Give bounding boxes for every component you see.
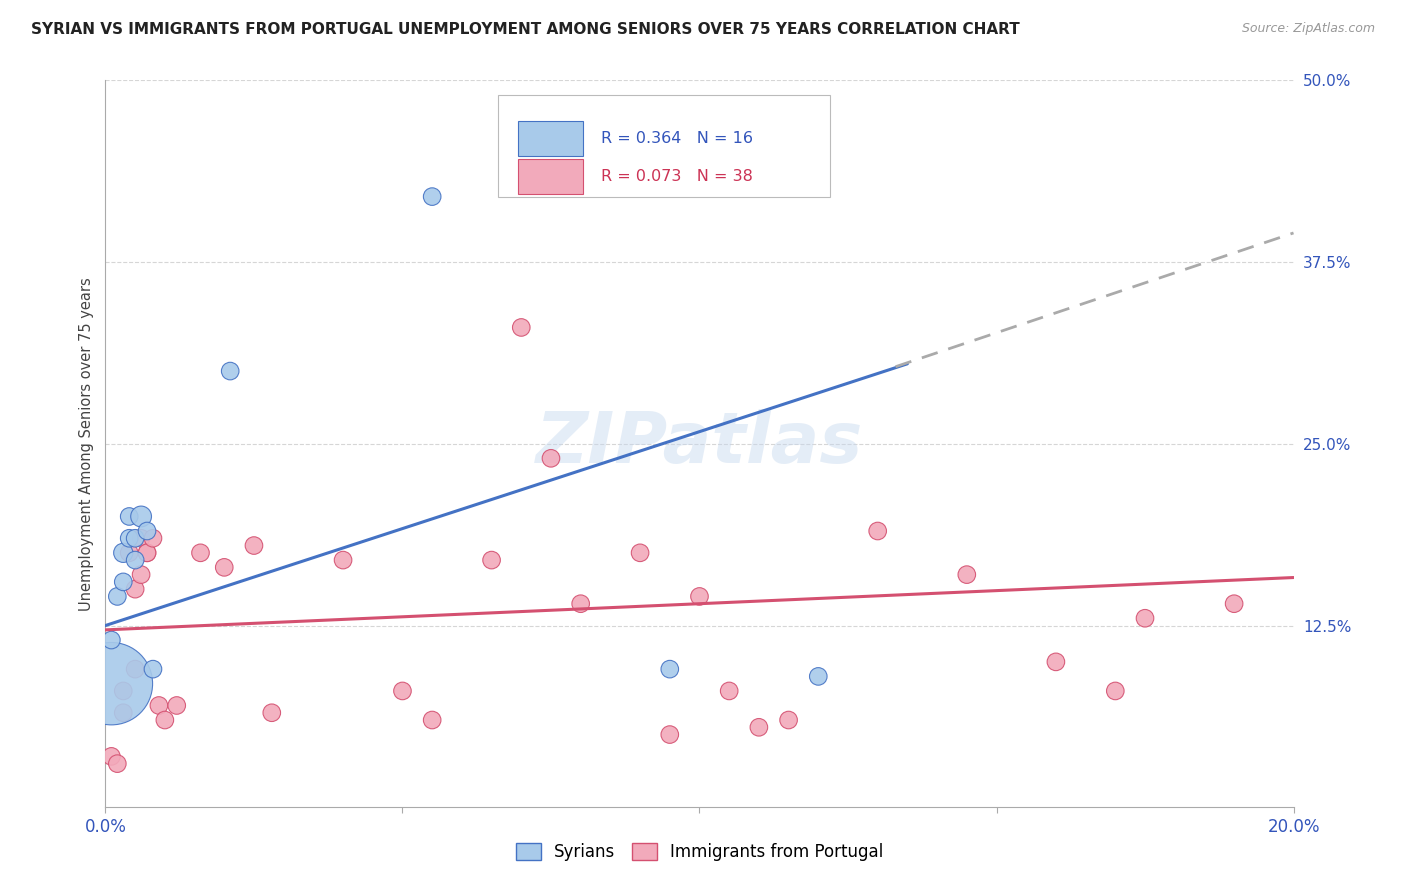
Text: SYRIAN VS IMMIGRANTS FROM PORTUGAL UNEMPLOYMENT AMONG SENIORS OVER 75 YEARS CORR: SYRIAN VS IMMIGRANTS FROM PORTUGAL UNEMP… (31, 22, 1019, 37)
Point (243, 539, 266, 553)
Point (219, 364, 242, 378)
Point (100, 676, 122, 690)
Point (481, 553, 503, 567)
Point (112, 706, 135, 720)
Point (129, 531, 152, 545)
Point (956, 567, 979, 582)
Point (778, 713, 800, 727)
Point (391, 684, 413, 698)
Bar (517, 159, 583, 194)
Point (628, 546, 651, 560)
Legend: Syrians, Immigrants from Portugal: Syrians, Immigrants from Portugal (509, 837, 890, 868)
Point (118, 546, 141, 560)
Y-axis label: Unemployment Among Seniors over 75 years: Unemployment Among Seniors over 75 years (79, 277, 94, 611)
Point (129, 567, 152, 582)
Bar (517, 121, 583, 156)
Point (866, 524, 889, 538)
Point (118, 509, 141, 524)
Point (112, 574, 135, 589)
Point (718, 684, 741, 698)
Text: R = 0.364   N = 16: R = 0.364 N = 16 (600, 131, 752, 146)
Point (510, 320, 533, 334)
Point (124, 582, 146, 597)
Point (1133, 611, 1156, 625)
Point (420, 189, 443, 203)
Point (214, 560, 236, 574)
Point (112, 684, 135, 698)
Point (332, 553, 354, 567)
Point (1223, 597, 1246, 611)
Point (124, 553, 146, 567)
Point (569, 597, 592, 611)
Point (112, 546, 135, 560)
Point (136, 524, 159, 538)
Point (260, 706, 283, 720)
Point (420, 713, 443, 727)
FancyBboxPatch shape (498, 95, 830, 196)
Point (136, 546, 159, 560)
Point (166, 698, 188, 713)
Point (100, 633, 122, 648)
Point (153, 713, 176, 727)
Point (124, 531, 146, 545)
Point (658, 728, 681, 742)
Point (1104, 684, 1126, 698)
Point (148, 698, 170, 713)
Point (1045, 655, 1067, 669)
Point (142, 662, 165, 676)
Point (142, 531, 165, 545)
Point (100, 749, 122, 764)
Point (689, 590, 711, 604)
Point (748, 720, 770, 734)
Text: Source: ZipAtlas.com: Source: ZipAtlas.com (1241, 22, 1375, 36)
Point (540, 451, 562, 466)
Text: ZIPatlas: ZIPatlas (536, 409, 863, 478)
Point (129, 509, 152, 524)
Point (136, 546, 159, 560)
Point (105, 590, 128, 604)
Text: R = 0.073   N = 38: R = 0.073 N = 38 (600, 169, 752, 184)
Point (124, 662, 146, 676)
Point (658, 662, 681, 676)
Point (807, 669, 830, 683)
Point (190, 546, 212, 560)
Point (118, 531, 141, 545)
Point (105, 756, 128, 771)
